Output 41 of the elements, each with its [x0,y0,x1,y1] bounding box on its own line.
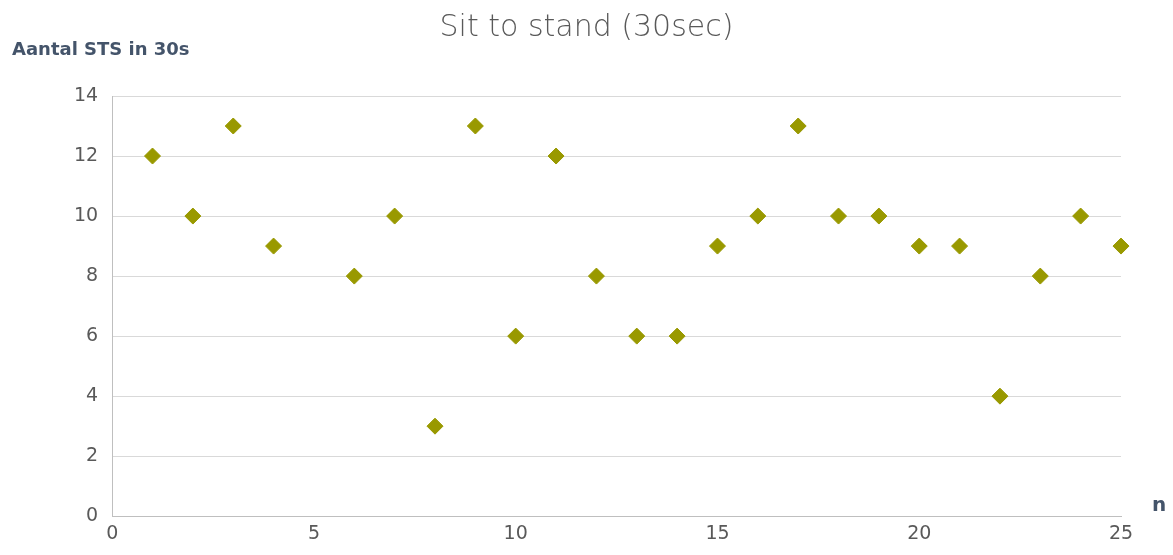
y-tick-label: 4 [86,383,99,406]
y-axis-title: Aantal STS in 30s [12,38,190,59]
point [668,327,686,345]
point [708,237,726,255]
y-tick-label: 2 [86,443,99,466]
y-tick-label: 12 [73,142,99,165]
point [991,387,1009,405]
point [224,117,242,135]
point [910,237,928,255]
point [830,207,848,225]
point [1031,267,1049,285]
point [386,207,404,225]
point [144,147,162,165]
point [426,417,444,435]
x-tick-label: 10 [503,520,528,543]
x-tick-label: 15 [705,520,730,543]
chart-title: Sit to stand (30sec) [439,8,734,43]
point [184,207,202,225]
point [628,327,646,345]
x-tick-label: 25 [1108,520,1134,543]
y-tick-label: 0 [86,503,99,526]
point [466,117,484,135]
y-tick-label: 10 [73,202,99,225]
x-tick-label: 5 [307,520,320,543]
point [547,147,565,165]
x-axis-title: n [1152,492,1167,516]
y-tick-label: 8 [86,263,99,286]
x-tick-label: 20 [907,520,932,543]
point [951,237,969,255]
point [265,237,283,255]
point [870,207,888,225]
x-tick-label: 0 [106,520,119,543]
point [345,267,363,285]
point [1072,207,1090,225]
point [789,117,807,135]
point [749,207,767,225]
y-tick-label: 6 [86,323,99,346]
point [1112,237,1130,255]
point [507,327,525,345]
y-tick-label: 14 [73,82,99,105]
point [587,267,605,285]
